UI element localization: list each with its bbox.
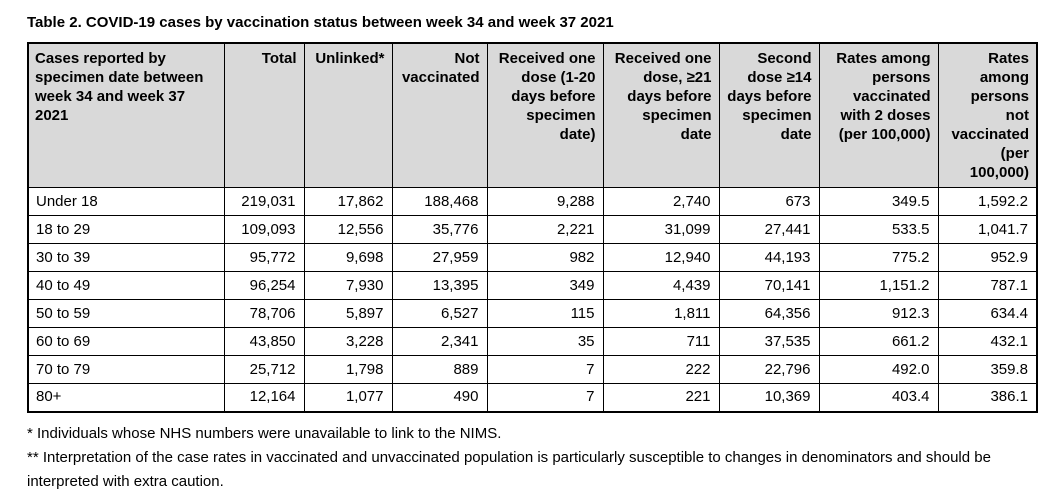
row-label: 60 to 69 bbox=[27, 327, 225, 356]
table-cell: 7 bbox=[486, 355, 604, 384]
table-row-50-to-59: 50 to 59 78,706 5,897 6,527 115 1,811 64… bbox=[27, 299, 1038, 328]
table-cell: 1,151.2 bbox=[818, 271, 939, 300]
table-cell: 952.9 bbox=[937, 243, 1038, 272]
table-cell: 349 bbox=[486, 271, 604, 300]
table-cell: 95,772 bbox=[223, 243, 305, 272]
table-cell: 1,811 bbox=[602, 299, 720, 328]
row-label: 80+ bbox=[27, 383, 225, 412]
table-cell: 96,254 bbox=[223, 271, 305, 300]
table-cell: 1,077 bbox=[303, 383, 393, 412]
table-cell: 1,592.2 bbox=[937, 187, 1038, 216]
table-cell: 2,341 bbox=[391, 327, 488, 356]
table-cell: 711 bbox=[602, 327, 720, 356]
column-header-second-dose-14-days: Second dose ≥14 days before specimen dat… bbox=[718, 42, 820, 188]
table-row-80-plus: 80+ 12,164 1,077 490 7 221 10,369 403.4 … bbox=[27, 383, 1038, 412]
table-cell: 2,221 bbox=[486, 215, 604, 244]
footnote-interpretation: ** Interpretation of the case rates in v… bbox=[27, 448, 991, 490]
table-cell: 13,395 bbox=[391, 271, 488, 300]
table-cell: 35 bbox=[486, 327, 604, 356]
table-cell: 78,706 bbox=[223, 299, 305, 328]
table-cell: 109,093 bbox=[223, 215, 305, 244]
table-cell: 6,527 bbox=[391, 299, 488, 328]
table-cell: 31,099 bbox=[602, 215, 720, 244]
table-cell: 787.1 bbox=[937, 271, 1038, 300]
table-cell: 22,796 bbox=[718, 355, 820, 384]
table-cell: 4,439 bbox=[602, 271, 720, 300]
table-cell: 432.1 bbox=[937, 327, 1038, 356]
table-cell: 403.4 bbox=[818, 383, 939, 412]
table-cell: 17,862 bbox=[303, 187, 393, 216]
table-cell: 188,468 bbox=[391, 187, 488, 216]
table-cell: 9,698 bbox=[303, 243, 393, 272]
table-cell: 3,228 bbox=[303, 327, 393, 356]
table-row-60-to-69: 60 to 69 43,850 3,228 2,341 35 711 37,53… bbox=[27, 327, 1038, 356]
table-body: Under 18 219,031 17,862 188,468 9,288 2,… bbox=[27, 187, 1038, 412]
column-header-one-dose-21-days: Received one dose, ≥21 days before speci… bbox=[602, 42, 720, 188]
table-cell: 7 bbox=[486, 383, 604, 412]
table-cell: 64,356 bbox=[718, 299, 820, 328]
table-cell: 889 bbox=[391, 355, 488, 384]
table-cell: 673 bbox=[718, 187, 820, 216]
column-header-rate-not-vaccinated: Rates among persons not vaccinated (per … bbox=[937, 42, 1038, 188]
table-cell: 44,193 bbox=[718, 243, 820, 272]
table-cell: 982 bbox=[486, 243, 604, 272]
table-cell: 1,041.7 bbox=[937, 215, 1038, 244]
table-cell: 1,798 bbox=[303, 355, 393, 384]
table-cell: 7,930 bbox=[303, 271, 393, 300]
table-cell: 25,712 bbox=[223, 355, 305, 384]
row-label: 30 to 39 bbox=[27, 243, 225, 272]
column-header-not-vaccinated: Not vaccinated bbox=[391, 42, 488, 188]
header-row: Cases reported by specimen date between … bbox=[27, 42, 1038, 188]
table-cell: 115 bbox=[486, 299, 604, 328]
table-cell: 634.4 bbox=[937, 299, 1038, 328]
row-label: 40 to 49 bbox=[27, 271, 225, 300]
covid-cases-table: Cases reported by specimen date between … bbox=[27, 42, 1038, 413]
footnotes: * Individuals whose NHS numbers were una… bbox=[27, 422, 1036, 494]
table-cell: 219,031 bbox=[223, 187, 305, 216]
table-cell: 661.2 bbox=[818, 327, 939, 356]
table-title: Table 2. COVID-19 cases by vaccination s… bbox=[27, 14, 614, 31]
column-header-one-dose-1-20-days: Received one dose (1-20 days before spec… bbox=[486, 42, 604, 188]
table-cell: 349.5 bbox=[818, 187, 939, 216]
table-cell: 492.0 bbox=[818, 355, 939, 384]
row-label: 50 to 59 bbox=[27, 299, 225, 328]
table-cell: 386.1 bbox=[937, 383, 1038, 412]
table-cell: 12,164 bbox=[223, 383, 305, 412]
table-cell: 222 bbox=[602, 355, 720, 384]
table-cell: 2,740 bbox=[602, 187, 720, 216]
table-cell: 27,441 bbox=[718, 215, 820, 244]
table-cell: 70,141 bbox=[718, 271, 820, 300]
table-cell: 27,959 bbox=[391, 243, 488, 272]
table-cell: 912.3 bbox=[818, 299, 939, 328]
table-row-30-to-39: 30 to 39 95,772 9,698 27,959 982 12,940 … bbox=[27, 243, 1038, 272]
table-cell: 9,288 bbox=[486, 187, 604, 216]
table-cell: 775.2 bbox=[818, 243, 939, 272]
table-cell: 37,535 bbox=[718, 327, 820, 356]
table-cell: 12,940 bbox=[602, 243, 720, 272]
column-header-cases-by-specimen-date: Cases reported by specimen date between … bbox=[27, 42, 225, 188]
table-cell: 5,897 bbox=[303, 299, 393, 328]
row-label: Under 18 bbox=[27, 187, 225, 216]
row-label: 70 to 79 bbox=[27, 355, 225, 384]
table-cell: 10,369 bbox=[718, 383, 820, 412]
column-header-unlinked: Unlinked* bbox=[303, 42, 393, 188]
table-row-70-to-79: 70 to 79 25,712 1,798 889 7 222 22,796 4… bbox=[27, 355, 1038, 384]
table-cell: 12,556 bbox=[303, 215, 393, 244]
table-cell: 35,776 bbox=[391, 215, 488, 244]
table-header: Cases reported by specimen date between … bbox=[27, 42, 1038, 188]
table-row-40-to-49: 40 to 49 96,254 7,930 13,395 349 4,439 7… bbox=[27, 271, 1038, 300]
table-cell: 533.5 bbox=[818, 215, 939, 244]
table-cell: 43,850 bbox=[223, 327, 305, 356]
footnote-unlinked: * Individuals whose NHS numbers were una… bbox=[27, 424, 502, 442]
table-cell: 490 bbox=[391, 383, 488, 412]
column-header-total: Total bbox=[223, 42, 305, 188]
row-label: 18 to 29 bbox=[27, 215, 225, 244]
table-cell: 221 bbox=[602, 383, 720, 412]
column-header-rate-vaccinated: Rates among persons vaccinated with 2 do… bbox=[818, 42, 939, 188]
table-row-under-18: Under 18 219,031 17,862 188,468 9,288 2,… bbox=[27, 187, 1038, 216]
table-row-18-to-29: 18 to 29 109,093 12,556 35,776 2,221 31,… bbox=[27, 215, 1038, 244]
table-cell: 359.8 bbox=[937, 355, 1038, 384]
